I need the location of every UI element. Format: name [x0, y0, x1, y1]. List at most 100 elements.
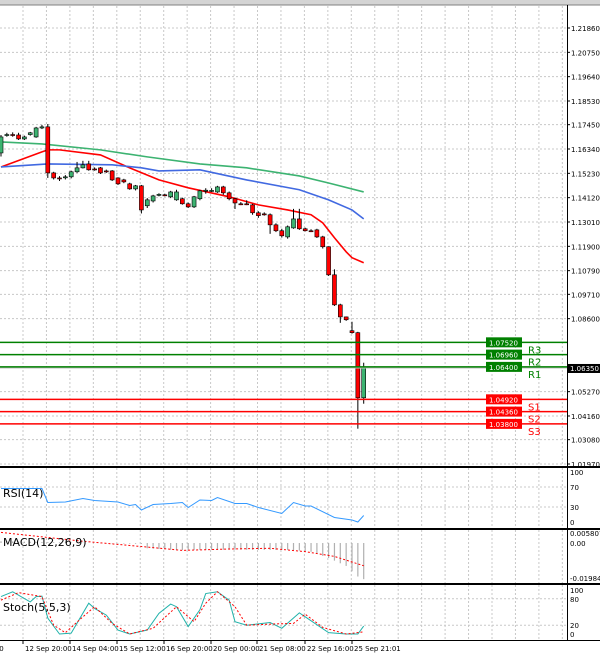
- stoch-signal-line: [0, 591, 364, 635]
- candle-body: [191, 196, 197, 208]
- pivot-price-text: 1.06400: [489, 364, 518, 372]
- candle: [168, 190, 173, 199]
- candle-body: [343, 316, 349, 321]
- candle-body: [302, 228, 308, 232]
- candle-body: [144, 199, 150, 207]
- stoch-tick-label: 20: [570, 622, 579, 630]
- rsi-tick-label: 100: [570, 469, 583, 477]
- candle: [291, 208, 296, 229]
- window-top-border: [0, 0, 600, 5]
- price-tick-label: 1.01970: [571, 461, 600, 469]
- candle-body: [203, 189, 209, 192]
- price-tick-label: 1.11900: [571, 243, 600, 251]
- pivot-price-badge: [486, 418, 522, 429]
- candle-body: [215, 186, 220, 193]
- candle: [203, 188, 209, 194]
- candle: [156, 193, 162, 197]
- time-tick-label: 12 Sep 20:00: [25, 645, 72, 653]
- candle-body: [109, 170, 115, 181]
- stoch-tick-label: 80: [570, 596, 579, 604]
- candle-body: [244, 203, 249, 206]
- candle: [86, 160, 92, 171]
- pivot-price-text: 1.06960: [489, 352, 518, 360]
- candle: [51, 171, 56, 180]
- pivot-price-text: 1.04920: [489, 396, 518, 404]
- candle: [337, 303, 343, 323]
- candle-body: [57, 177, 62, 180]
- candle-body: [232, 198, 238, 204]
- candle: [273, 223, 279, 233]
- candle-body: [349, 330, 355, 333]
- pivot-price-badge: [486, 394, 522, 405]
- rsi-label: RSI(14): [3, 487, 43, 500]
- pivot-price-badge: [486, 349, 522, 360]
- stoch-tick-label: 0: [570, 631, 574, 639]
- candle-body: [221, 186, 226, 194]
- candle-body: [332, 274, 337, 306]
- candle-body: [0, 136, 4, 154]
- candle-body: [10, 134, 15, 136]
- time-tick-label: 25 Sep 21:01: [354, 645, 401, 653]
- candle: [314, 228, 320, 238]
- candle: [332, 269, 337, 306]
- candle-body: [22, 136, 27, 140]
- candle: [302, 227, 308, 232]
- candle-body: [51, 172, 56, 179]
- candle-body: [127, 183, 132, 190]
- candle: [215, 185, 220, 193]
- candle: [115, 177, 121, 185]
- candle: [209, 188, 214, 192]
- price-tick-label: 1.16340: [571, 146, 600, 154]
- candle: [285, 225, 290, 239]
- pivot-price-badge: [486, 361, 522, 372]
- time-tick-label: 21 Sep 08:00: [259, 645, 306, 653]
- candle-body: [226, 192, 232, 200]
- candle-body: [326, 246, 331, 276]
- price-tick-label: 1.19640: [571, 74, 600, 82]
- stoch-main-line: [0, 591, 365, 635]
- candle: [27, 131, 33, 136]
- pivot-label-r3: R3: [528, 345, 541, 356]
- candle: [4, 132, 10, 137]
- candle-body: [104, 170, 109, 173]
- candle-body: [92, 168, 97, 171]
- candle: [74, 161, 80, 173]
- candle: [174, 189, 179, 201]
- candle: [104, 169, 109, 173]
- candle-body: [180, 198, 185, 205]
- candle: [127, 182, 132, 190]
- macd-tick-label: -0.019841: [570, 575, 600, 583]
- current-price-marker: [568, 363, 600, 373]
- stoch-label: Stoch(5,5,3): [3, 601, 71, 614]
- candle-body: [45, 126, 51, 174]
- time-axis: [0, 641, 600, 655]
- price-tick-label: 1.10790: [571, 268, 600, 276]
- current-price-text: 1.06350: [570, 365, 599, 373]
- pivot-price-badge: [486, 337, 522, 348]
- candle: [98, 166, 103, 174]
- candle: [92, 167, 97, 171]
- time-tick-label: 5:00: [0, 645, 4, 653]
- candle: [326, 246, 331, 276]
- candle: [238, 202, 244, 206]
- candle-body: [185, 203, 191, 208]
- candle-body: [27, 132, 33, 135]
- rsi-tick-label: 30: [570, 504, 579, 512]
- price-tick-label: 1.04160: [571, 413, 600, 421]
- candle-body: [250, 204, 255, 214]
- candle-body: [174, 191, 179, 201]
- candle-body: [74, 167, 80, 173]
- candle: [256, 211, 261, 218]
- candle: [250, 203, 255, 215]
- price-tick-label: 1.17450: [571, 122, 600, 130]
- candle-body: [238, 203, 244, 206]
- time-tick-label: 22 Sep 16:00: [307, 645, 354, 653]
- candle: [0, 134, 4, 157]
- candle: [68, 170, 74, 179]
- pivot-price-badge: [486, 406, 522, 417]
- candle: [144, 198, 150, 208]
- candle-body: [133, 185, 138, 190]
- time-tick-label: 15 Sep 12:00: [119, 645, 166, 653]
